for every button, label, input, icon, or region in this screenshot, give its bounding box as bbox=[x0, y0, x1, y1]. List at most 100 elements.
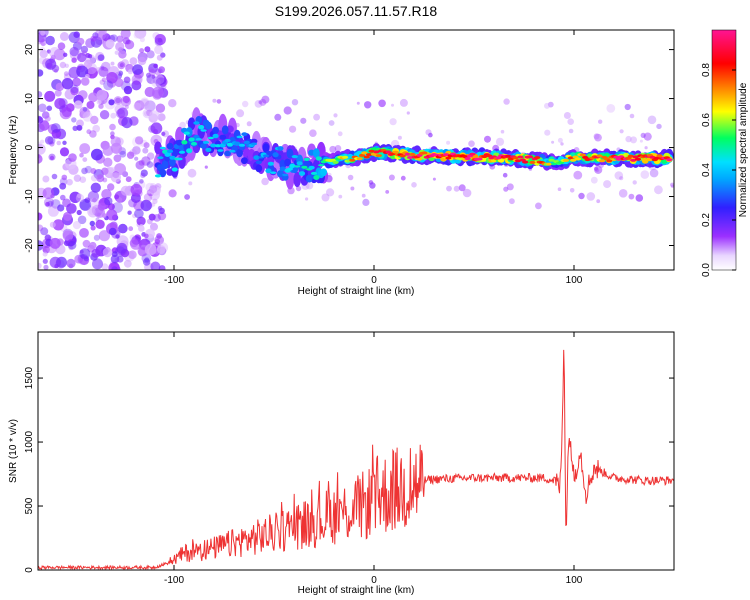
noise-speckle bbox=[38, 224, 44, 232]
noise-speckle bbox=[66, 178, 73, 186]
noise-speckle bbox=[125, 176, 132, 183]
ridge-cell bbox=[574, 157, 582, 161]
scatter-speckle bbox=[184, 194, 191, 200]
noise-speckle bbox=[49, 256, 61, 269]
scatter-speckle bbox=[305, 197, 309, 201]
noise-speckle bbox=[80, 77, 90, 86]
ridge-cell bbox=[332, 160, 339, 164]
ridge-cell bbox=[615, 157, 622, 161]
top-x-axis-label: Height of straight line (km) bbox=[298, 286, 415, 297]
ridge-cell bbox=[250, 142, 258, 146]
noise-speckle bbox=[113, 154, 122, 163]
ridge-cell bbox=[330, 158, 337, 162]
scatter-speckle bbox=[347, 174, 354, 181]
noise-speckle bbox=[157, 205, 163, 211]
scatter-speckle bbox=[391, 103, 394, 107]
scatter-speckle bbox=[236, 109, 245, 118]
noise-speckle bbox=[132, 146, 141, 155]
noise-speckle bbox=[158, 265, 166, 270]
noise-speckle bbox=[38, 103, 47, 113]
colorbar-tick-label: 0.6 bbox=[701, 113, 712, 127]
noise-speckle bbox=[112, 202, 123, 213]
scatter-speckle bbox=[321, 193, 330, 202]
ridge-cell bbox=[205, 147, 212, 152]
ridge-cell bbox=[361, 151, 368, 155]
scatter-speckle bbox=[162, 130, 169, 138]
noise-speckle bbox=[110, 142, 122, 154]
noise-speckle bbox=[101, 213, 107, 218]
noise-speckle bbox=[70, 84, 79, 94]
scatter-speckle bbox=[656, 123, 662, 130]
ridge-cell bbox=[349, 158, 356, 162]
top-y-tick-label: 20 bbox=[24, 44, 35, 56]
scatter-speckle bbox=[635, 194, 644, 202]
spectrogram-frame bbox=[37, 29, 675, 271]
noise-speckle bbox=[156, 245, 166, 254]
noise-speckle bbox=[61, 174, 68, 181]
scatter-speckle bbox=[503, 98, 510, 105]
noise-speckle bbox=[59, 107, 72, 120]
noise-speckle bbox=[54, 89, 62, 97]
scatter-speckle bbox=[586, 192, 596, 201]
noise-speckle bbox=[78, 90, 88, 100]
ridge-cell bbox=[188, 137, 195, 142]
noise-speckle bbox=[81, 167, 88, 175]
ridge-cell bbox=[320, 168, 327, 177]
ridge-cell bbox=[202, 140, 210, 144]
noise-speckle bbox=[61, 78, 74, 90]
scatter-speckle bbox=[654, 185, 663, 195]
scatter-speckle bbox=[216, 99, 222, 104]
noise-speckle bbox=[114, 194, 120, 200]
scatter-speckle bbox=[569, 188, 575, 193]
scatter-speckle bbox=[361, 193, 366, 198]
noise-speckle bbox=[127, 185, 132, 190]
noise-speckle bbox=[116, 35, 124, 43]
noise-speckle bbox=[77, 215, 87, 225]
noise-speckle bbox=[123, 85, 133, 95]
bottom-y-tick-label: 500 bbox=[24, 497, 35, 514]
scatter-speckle bbox=[593, 133, 600, 140]
scatter-speckle bbox=[544, 129, 551, 136]
ridge-cell bbox=[286, 148, 294, 159]
noise-speckle bbox=[89, 130, 97, 138]
bottom-x-axis-label: Height of straight line (km) bbox=[298, 585, 415, 596]
scatter-speckle bbox=[425, 129, 432, 136]
noise-speckle bbox=[141, 156, 151, 166]
ridge-cell bbox=[193, 121, 200, 125]
noise-speckle bbox=[113, 96, 123, 105]
noise-speckle bbox=[144, 46, 151, 53]
ridge-cell bbox=[370, 152, 378, 156]
scatter-speckle bbox=[594, 167, 600, 173]
noise-speckle bbox=[42, 175, 50, 183]
scatter-speckle bbox=[259, 98, 267, 106]
noise-speckle bbox=[119, 150, 127, 158]
top-y-axis-label: Frequency (Hz) bbox=[8, 116, 19, 185]
noise-speckle bbox=[140, 169, 148, 177]
scatter-speckle bbox=[544, 102, 550, 109]
noise-speckle bbox=[122, 95, 130, 104]
bottom-y-axis-label: SNR (10 * v/v) bbox=[8, 419, 19, 483]
scatter-speckle bbox=[606, 104, 616, 113]
noise-speckle bbox=[72, 77, 82, 87]
ridge-cell bbox=[154, 141, 162, 155]
scatter-speckle bbox=[640, 170, 650, 179]
noise-speckle bbox=[146, 161, 154, 168]
noise-speckle bbox=[82, 107, 88, 112]
noise-speckle bbox=[96, 89, 108, 101]
noise-speckle bbox=[127, 210, 132, 215]
ridge-cell bbox=[293, 171, 302, 188]
snr-line bbox=[38, 349, 674, 570]
scatter-speckle bbox=[547, 101, 554, 108]
colorbar-tick-label: 0.0 bbox=[701, 263, 712, 277]
scatter-speckle bbox=[242, 100, 249, 108]
noise-speckle bbox=[139, 99, 150, 109]
ridge-cell bbox=[627, 154, 634, 158]
scatter-speckle bbox=[628, 193, 635, 200]
scatter-speckle bbox=[560, 142, 564, 146]
ridge-cell bbox=[221, 125, 229, 135]
noise-speckle bbox=[149, 110, 160, 121]
noise-speckle bbox=[136, 216, 146, 226]
noise-speckle bbox=[132, 136, 143, 148]
noise-speckle bbox=[102, 177, 108, 183]
ridge-cell bbox=[666, 158, 673, 162]
